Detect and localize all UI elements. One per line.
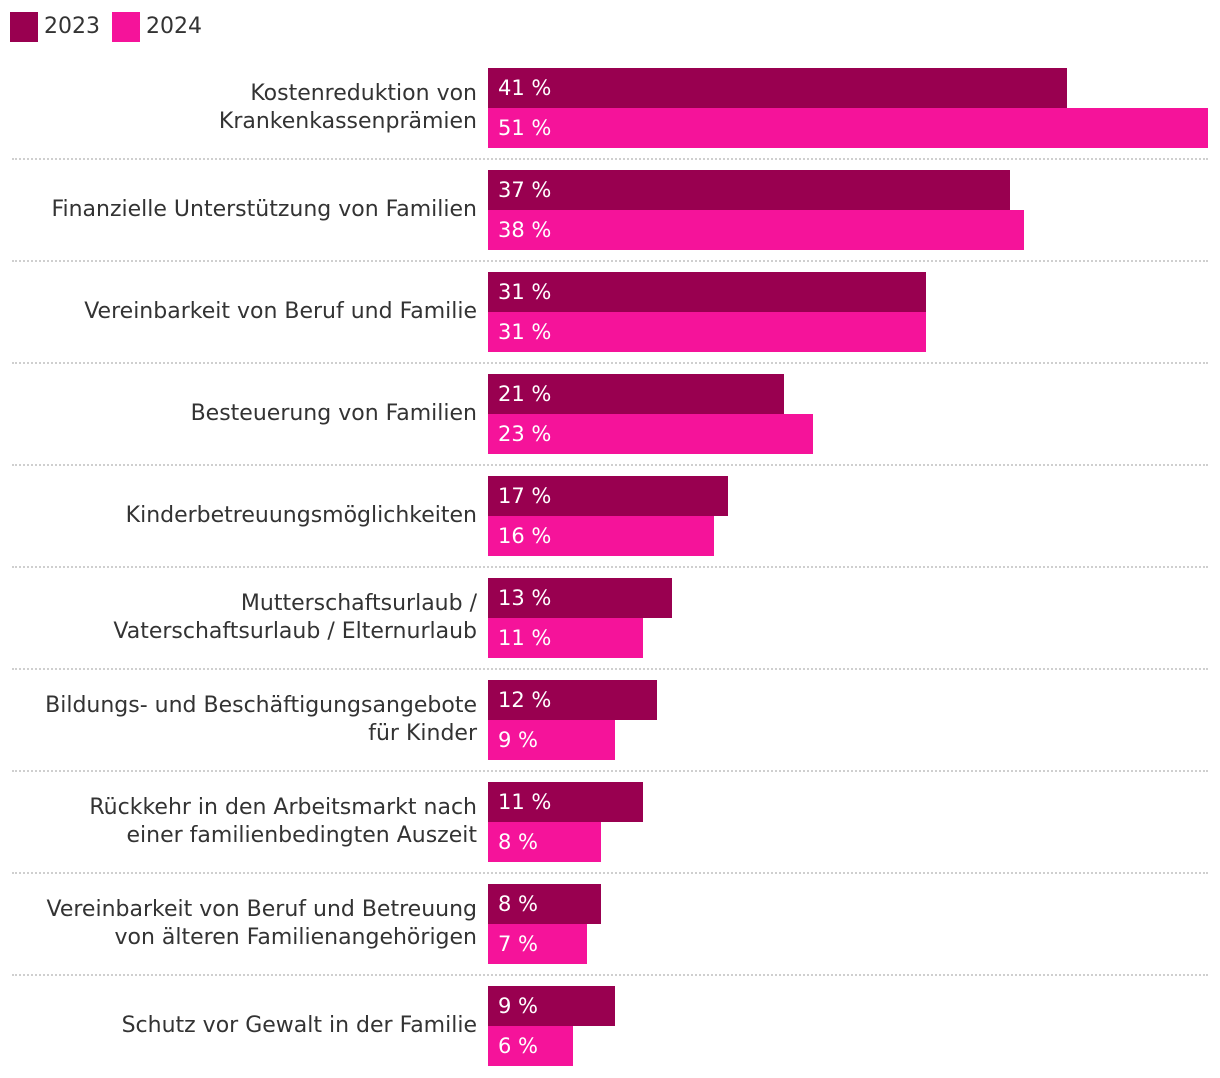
bar-value-label: 31 % xyxy=(498,280,552,304)
bar-value-label: 7 % xyxy=(498,932,538,956)
category-label: Bildungs- und Beschäftigungsangebote für … xyxy=(7,692,477,748)
bar-value-label: 37 % xyxy=(498,178,552,202)
category-label: Vereinbarkeit von Beruf und Betreuung von… xyxy=(7,896,477,952)
category-label-line: Vereinbarkeit von Beruf und Familie xyxy=(84,299,477,324)
bar-value-label: 9 % xyxy=(498,728,538,752)
row-divider xyxy=(12,872,1208,874)
bar-value-label: 21 % xyxy=(498,382,552,406)
category-label-line: Mutterschaftsurlaub / xyxy=(240,591,477,616)
category-label: Kostenreduktion von Krankenkassenprämien xyxy=(7,80,477,136)
row-divider xyxy=(12,770,1208,772)
row-divider xyxy=(12,668,1208,670)
category-label: Besteuerung von Familien xyxy=(7,400,477,428)
bar-2023[interactable] xyxy=(488,884,601,924)
bar-value-label: 41 % xyxy=(498,76,552,100)
category-label-line: für Kinder xyxy=(368,721,477,746)
bar-value-label: 16 % xyxy=(498,524,552,548)
row-divider xyxy=(12,362,1208,364)
bar-2023[interactable] xyxy=(488,272,926,312)
category-label-line: Vereinbarkeit von Beruf und Betreuung xyxy=(46,897,477,922)
bar-value-label: 8 % xyxy=(498,830,538,854)
category-label: Vereinbarkeit von Beruf und Familie xyxy=(7,298,477,326)
category-label-line: Schutz vor Gewalt in der Familie xyxy=(121,1013,477,1038)
bar-value-label: 11 % xyxy=(498,790,552,814)
row-divider xyxy=(12,260,1208,262)
bar-2023[interactable] xyxy=(488,782,643,822)
bar-value-label: 6 % xyxy=(498,1034,538,1058)
bar-2023[interactable] xyxy=(488,578,672,618)
chart-legend: 2023 2024 xyxy=(10,11,214,43)
row-divider xyxy=(12,566,1208,568)
legend-item-2024[interactable]: 2024 xyxy=(112,12,202,42)
bar-2024[interactable] xyxy=(488,1026,573,1066)
bar-value-label: 38 % xyxy=(498,218,552,242)
bar-2023[interactable] xyxy=(488,68,1067,108)
bar-2024[interactable] xyxy=(488,720,615,760)
bar-2024[interactable] xyxy=(488,822,601,862)
bar-2024[interactable] xyxy=(488,210,1024,250)
category-label: Finanzielle Unterstützung von Familien xyxy=(7,196,477,224)
bar-value-label: 13 % xyxy=(498,586,552,610)
bar-2023[interactable] xyxy=(488,680,657,720)
legend-label-2023: 2023 xyxy=(44,14,100,39)
category-label-line: von älteren Familienangehörigen xyxy=(114,925,478,950)
bar-2024[interactable] xyxy=(488,618,643,658)
category-label-line: Kinderbetreuungsmöglichkeiten xyxy=(125,503,477,528)
bar-value-label: 51 % xyxy=(498,116,552,140)
row-divider xyxy=(12,464,1208,466)
bar-2024[interactable] xyxy=(488,516,714,556)
category-label: Mutterschaftsurlaub / Vaterschaftsurlaub … xyxy=(7,590,477,646)
row-divider xyxy=(12,974,1208,976)
bar-value-label: 23 % xyxy=(498,422,552,446)
legend-item-2023[interactable]: 2023 xyxy=(10,12,100,42)
bar-value-label: 17 % xyxy=(498,484,552,508)
category-label-line: Vaterschaftsurlaub / Elternurlaub xyxy=(113,619,477,644)
bar-2024[interactable] xyxy=(488,414,813,454)
bar-value-label: 8 % xyxy=(498,892,538,916)
category-label: Rückkehr in den Arbeitsmarkt nach einer f… xyxy=(7,794,477,850)
bar-2023[interactable] xyxy=(488,476,728,516)
bar-2024[interactable] xyxy=(488,312,926,352)
category-label-line: Finanzielle Unterstützung von Familien xyxy=(51,197,477,222)
category-label-line: Bildungs- und Beschäftigungsangebote xyxy=(45,693,477,718)
legend-label-2024: 2024 xyxy=(146,14,202,39)
bar-2023[interactable] xyxy=(488,374,784,414)
bar-2024[interactable] xyxy=(488,108,1208,148)
category-label-line: einer familienbedingten Auszeit xyxy=(126,823,478,848)
bar-value-label: 11 % xyxy=(498,626,552,650)
bar-value-label: 9 % xyxy=(498,994,538,1018)
legend-swatch-2024 xyxy=(112,12,140,42)
bar-2023[interactable] xyxy=(488,170,1010,210)
legend-swatch-2023 xyxy=(10,12,38,42)
category-label: Kinderbetreuungsmöglichkeiten xyxy=(7,502,477,530)
bar-value-label: 12 % xyxy=(498,688,552,712)
category-label-line: Kostenreduktion von xyxy=(250,81,477,106)
category-label-line: Krankenkassenprämien xyxy=(218,109,477,134)
category-label-line: Besteuerung von Familien xyxy=(190,401,477,426)
row-divider xyxy=(12,158,1208,160)
category-label: Schutz vor Gewalt in der Familie xyxy=(7,1012,477,1040)
bar-2024[interactable] xyxy=(488,924,587,964)
category-label-line: Rückkehr in den Arbeitsmarkt nach xyxy=(89,795,477,820)
bar-2023[interactable] xyxy=(488,986,615,1026)
bar-value-label: 31 % xyxy=(498,320,552,344)
